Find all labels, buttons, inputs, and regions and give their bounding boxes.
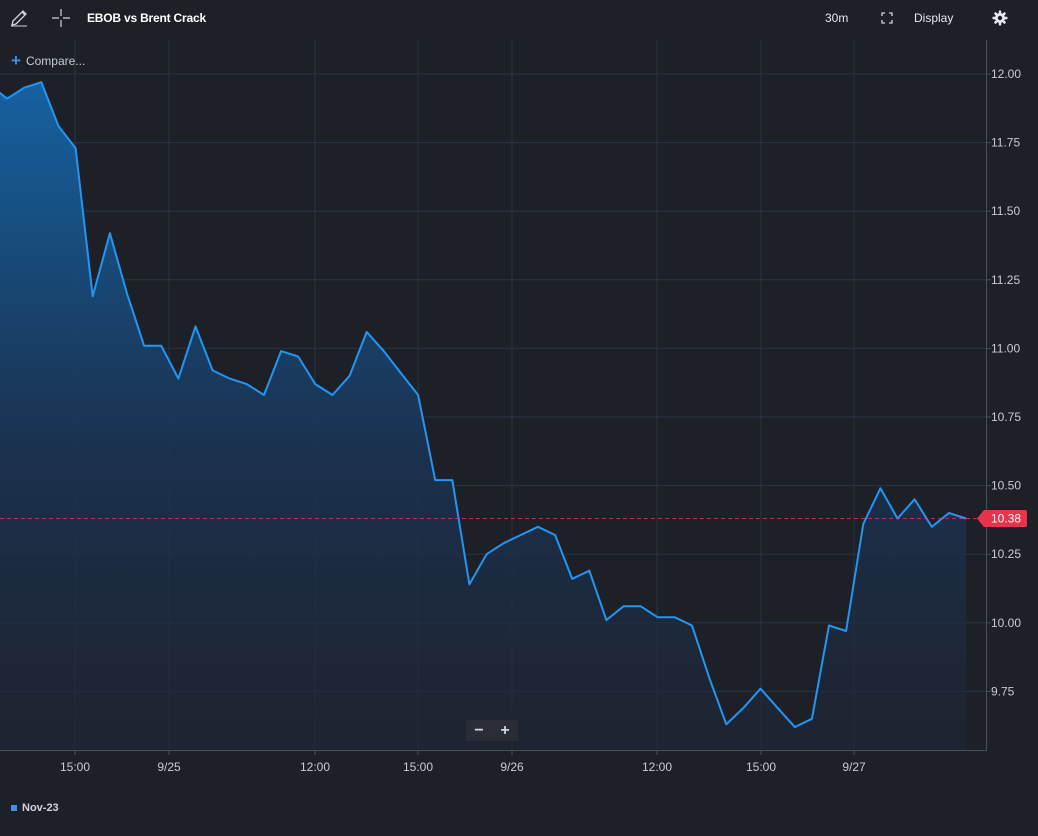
interval-selector[interactable]: 30m: [825, 11, 849, 25]
chart-toolbar: EBOB vs Brent Crack 30m Display: [0, 0, 1038, 36]
display-button[interactable]: Display: [914, 11, 954, 25]
x-tick-label: 9/25: [157, 760, 181, 774]
last-price-label: 10.38: [991, 512, 1021, 526]
pencil-icon[interactable]: [7, 0, 31, 36]
series-area-fill: [0, 82, 966, 750]
y-tick-label: 10.00: [991, 616, 1021, 630]
y-tick-label: 11.25: [991, 273, 1020, 287]
y-tick-label: 12.00: [991, 67, 1021, 81]
y-tick-label: 10.75: [991, 410, 1021, 424]
y-tick-label: 10.25: [991, 547, 1021, 561]
y-axis-ticks: 12.00 11.75 11.50 11.25 11.00 10.75 10.50 10.25…: [986, 67, 1021, 698]
legend-label: Nov-23: [22, 802, 59, 814]
x-axis-ticks: 15:00 9/25 12:00 15:00 9/26 12:00 15:00 9/27: [60, 750, 866, 774]
zoom-in-button[interactable]: +: [500, 721, 510, 739]
gear-icon[interactable]: [991, 0, 1009, 36]
x-tick-label: 9/27: [842, 760, 866, 774]
x-tick-label: 12:00: [300, 760, 330, 774]
x-tick-label: 15:00: [60, 760, 90, 774]
y-tick-label: 11.75: [991, 136, 1020, 150]
x-tick-label: 12:00: [642, 760, 672, 774]
crosshair-icon[interactable]: [50, 0, 72, 36]
y-tick-label: 9.75: [991, 684, 1015, 698]
series-line: [0, 81, 967, 729]
plus-icon: +: [11, 51, 21, 70]
x-tick-label: 9/26: [500, 760, 524, 774]
last-price-tag: 10.38: [977, 510, 1027, 528]
chart-title: EBOB vs Brent Crack: [87, 11, 206, 25]
y-tick-label: 10.50: [991, 479, 1021, 493]
series-legend: Nov-23: [11, 802, 59, 814]
legend-swatch: [11, 805, 17, 811]
zoom-out-button[interactable]: −: [474, 721, 484, 739]
x-tick-label: 15:00: [403, 760, 433, 774]
compare-label: Compare...: [25, 54, 86, 68]
x-tick-label: 15:00: [746, 760, 776, 774]
zoom-controls: − +: [466, 720, 518, 741]
compare-button[interactable]: + Compare...: [11, 51, 86, 70]
chart-axes: [0, 40, 987, 751]
chart-area: [0, 81, 978, 750]
fullscreen-icon[interactable]: [880, 0, 894, 36]
y-tick-label: 11.00: [991, 341, 1020, 355]
y-tick-label: 11.50: [991, 204, 1020, 218]
